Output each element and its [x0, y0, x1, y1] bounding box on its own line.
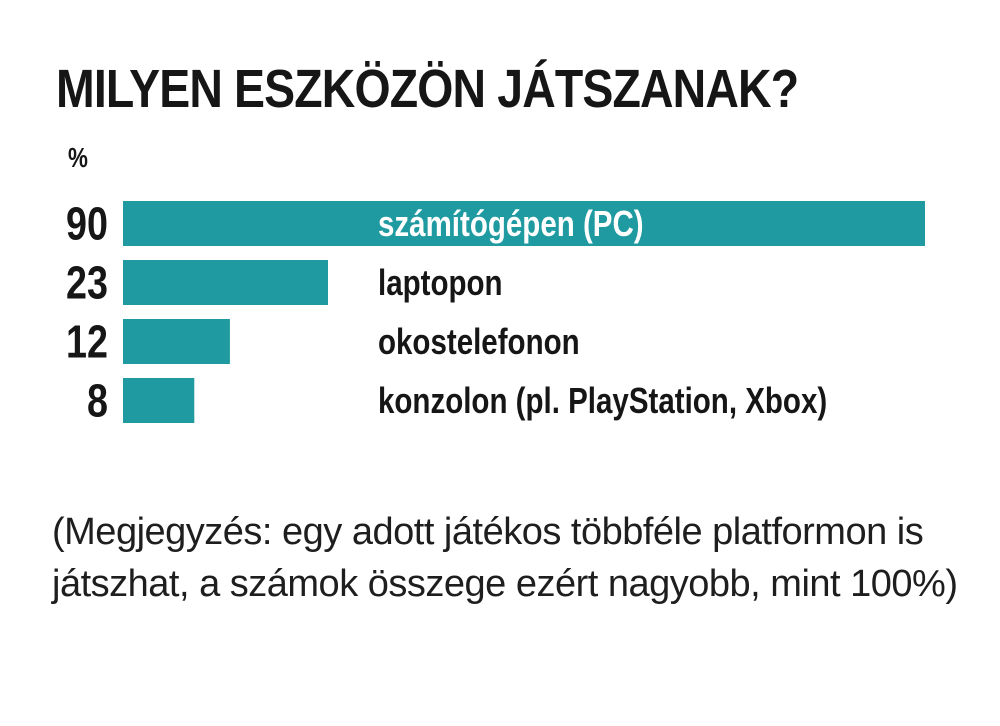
- chart-footnote: (Megjegyzés: egy adott játékos többféle …: [52, 511, 958, 605]
- bar-1: [123, 260, 328, 305]
- value-label-3: 8: [87, 375, 108, 426]
- bar-2: [123, 319, 230, 364]
- chart-title: MILYEN ESZKÖZÖN JÁTSZANAK?: [56, 59, 799, 119]
- category-label-0: számítógépen (PC): [378, 203, 644, 243]
- unit-label: %: [68, 142, 88, 173]
- category-label-1: laptopon: [378, 262, 503, 302]
- value-label-1: 23: [66, 257, 108, 308]
- category-label-2: okostelefonon: [378, 321, 580, 361]
- bar-3: [123, 378, 195, 423]
- category-label-3: konzolon (pl. PlayStation, Xbox): [378, 380, 827, 420]
- value-label-2: 12: [66, 316, 108, 367]
- value-label-0: 90: [66, 198, 108, 249]
- bar-0: [123, 201, 925, 246]
